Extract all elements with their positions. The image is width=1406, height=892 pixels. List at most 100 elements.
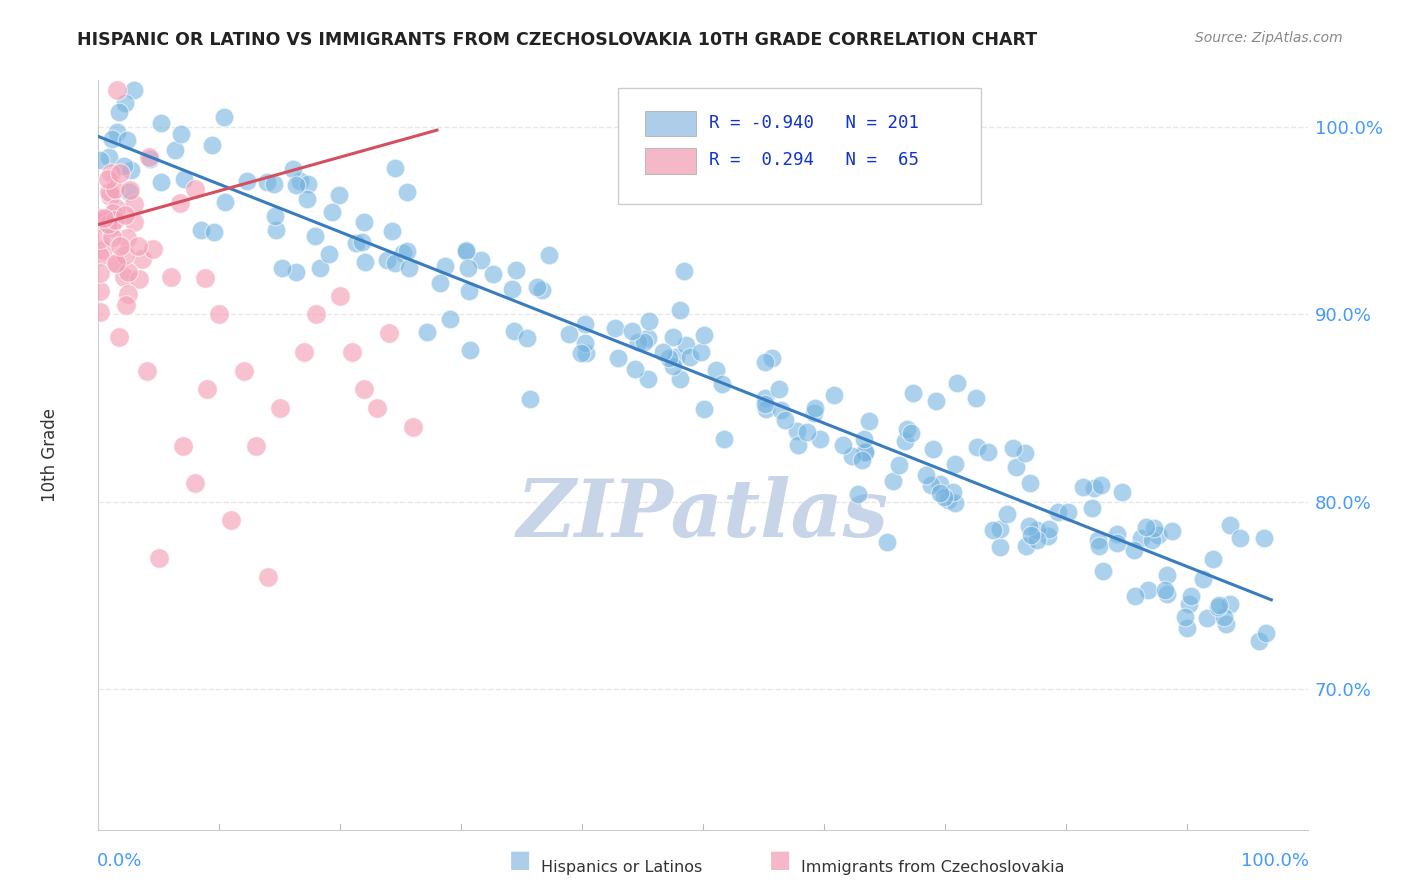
Point [433, 260, 456, 274]
Point [519, 392, 541, 406]
Point [1156, 568, 1178, 582]
Point [108, 165, 131, 179]
Point [353, 215, 375, 229]
Point [396, 244, 419, 258]
Point [693, 328, 716, 343]
Point [283, 162, 305, 177]
Point [575, 346, 598, 360]
Point [214, 194, 236, 209]
Point [823, 388, 845, 402]
Point [305, 307, 328, 321]
Point [321, 205, 343, 219]
Point [91, 215, 114, 229]
Point [921, 442, 943, 456]
Point [245, 438, 267, 452]
Text: R =  0.294   N =  65: R = 0.294 N = 65 [709, 152, 920, 169]
Point [264, 223, 287, 237]
Point [754, 391, 776, 405]
Point [105, 125, 128, 139]
Point [925, 394, 948, 409]
Point [1090, 477, 1112, 491]
Point [89, 211, 111, 225]
Point [1014, 446, 1036, 460]
Point [456, 244, 478, 258]
Point [377, 326, 399, 340]
Point [1229, 531, 1251, 545]
Point [1201, 552, 1223, 566]
Point [284, 178, 307, 193]
Point [530, 283, 553, 297]
Point [1071, 480, 1094, 494]
Point [669, 303, 692, 318]
Point [761, 351, 783, 365]
Point [190, 223, 212, 237]
Point [149, 175, 172, 189]
Point [1156, 587, 1178, 601]
Point [988, 522, 1011, 536]
Point [1208, 598, 1230, 612]
Point [138, 152, 160, 166]
Point [1191, 573, 1213, 587]
Point [1088, 539, 1111, 553]
Point [160, 269, 183, 284]
Point [114, 248, 136, 262]
Bar [645, 111, 696, 136]
Point [329, 288, 352, 302]
Point [526, 280, 548, 294]
Point [149, 116, 172, 130]
Point [285, 264, 308, 278]
Point [127, 239, 149, 253]
Point [381, 225, 404, 239]
Point [1135, 520, 1157, 534]
Point [1025, 533, 1047, 548]
Point [202, 226, 225, 240]
Point [117, 133, 139, 147]
Point [117, 230, 139, 244]
Point [1140, 533, 1163, 548]
Point [831, 438, 853, 452]
Point [1143, 521, 1166, 535]
Point [651, 344, 673, 359]
Point [810, 432, 832, 446]
Point [1087, 533, 1109, 548]
Point [558, 327, 581, 342]
Point [754, 397, 776, 411]
Point [669, 372, 692, 386]
Point [711, 377, 734, 392]
Point [131, 252, 153, 266]
Point [966, 441, 988, 455]
Point [108, 330, 131, 344]
Text: Source: ZipAtlas.com: Source: ZipAtlas.com [1195, 31, 1343, 45]
Point [662, 330, 685, 344]
Point [915, 468, 938, 483]
Point [89, 305, 111, 319]
Point [754, 355, 776, 369]
Text: Immigrants from Czechoslovakia: Immigrants from Czechoslovakia [801, 860, 1064, 874]
Point [366, 401, 388, 415]
Point [900, 425, 922, 440]
Point [97, 171, 120, 186]
Point [142, 242, 165, 256]
Point [1015, 539, 1038, 553]
Point [138, 150, 160, 164]
Point [115, 298, 138, 312]
Point [1206, 600, 1229, 615]
Point [1019, 527, 1042, 541]
Point [1175, 621, 1198, 635]
Point [344, 235, 367, 250]
Point [633, 335, 655, 350]
Point [97, 185, 120, 199]
Point [770, 402, 793, 417]
Point [516, 331, 538, 345]
Point [271, 261, 294, 276]
Point [1129, 531, 1152, 545]
Point [1026, 523, 1049, 537]
Point [308, 261, 330, 276]
Point [1057, 505, 1080, 519]
Point [482, 268, 505, 282]
Point [107, 82, 129, 96]
Point [1160, 524, 1182, 538]
Point [135, 363, 157, 377]
Point [120, 163, 142, 178]
Point [118, 183, 141, 197]
